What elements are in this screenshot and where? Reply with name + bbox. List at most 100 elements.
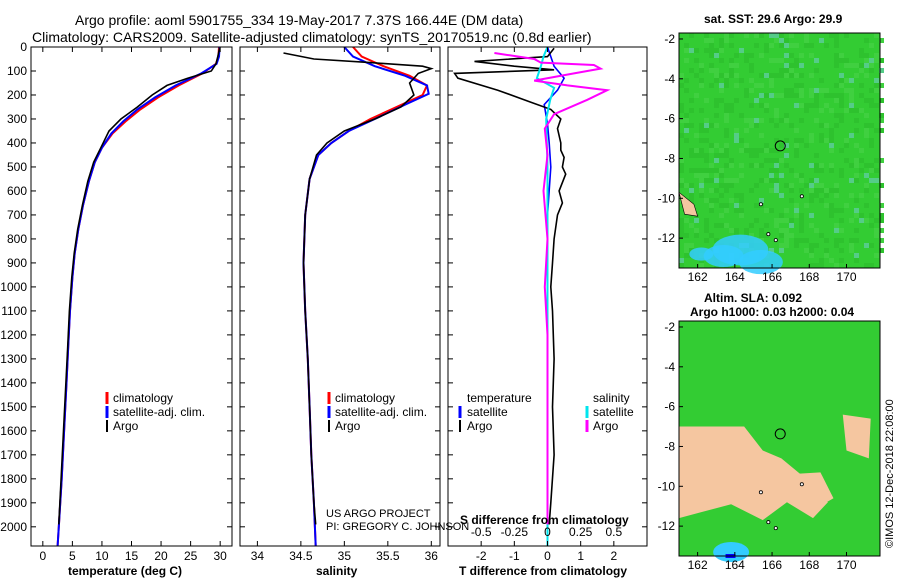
sst-cell <box>689 68 694 73</box>
x-tick-label: 34 <box>251 549 265 563</box>
lon-tick-label: 164 <box>725 270 745 284</box>
sst-cell <box>809 198 814 203</box>
sst-cell <box>774 38 779 43</box>
sst-cell <box>714 173 719 178</box>
sst-cell <box>714 178 719 183</box>
sst-cell <box>699 108 704 113</box>
sst-cell <box>679 178 684 183</box>
depth-tick-label: 2000 <box>0 520 27 534</box>
sst-cell <box>724 103 729 108</box>
sst-cell <box>809 213 814 218</box>
sst-cell <box>879 128 884 133</box>
sst-cell <box>679 83 684 88</box>
sst-cell <box>679 233 684 238</box>
sst-cell <box>759 93 764 98</box>
sst-cell <box>869 143 874 148</box>
sst-cell <box>744 143 749 148</box>
depth-tick-label: 800 <box>7 232 27 246</box>
positive-sla-region <box>786 472 834 513</box>
sst-cell <box>834 63 839 68</box>
sst-cell <box>869 123 874 128</box>
sst-cell <box>769 248 774 253</box>
sst-cell <box>804 238 809 243</box>
sst-cell <box>809 88 814 93</box>
sst-cell <box>709 68 714 73</box>
sst-cell <box>774 93 779 98</box>
depth-tick-label: 1400 <box>0 376 27 390</box>
difference-panel: -2 -1 0 1 2 -0.5 -0.25 0 0.25 0.5 S difference f… <box>447 46 648 578</box>
sst-cell <box>814 88 819 93</box>
lat-tick-label: -4 <box>664 360 675 374</box>
sst-cell <box>719 98 724 103</box>
sst-cell <box>779 68 784 73</box>
sst-cell <box>829 208 834 213</box>
lon-tick-label: 166 <box>762 558 782 572</box>
sst-cell <box>714 143 719 148</box>
sst-cell <box>849 243 854 248</box>
sst-cell <box>814 98 819 103</box>
sst-cell <box>854 128 859 133</box>
sst-cell <box>749 123 754 128</box>
sst-cell <box>839 53 844 58</box>
sst-cell <box>704 48 709 53</box>
sst-cell <box>874 58 879 63</box>
sst-cell <box>719 168 724 173</box>
sst-cell <box>699 168 704 173</box>
sst-cell <box>839 73 844 78</box>
sst-cell <box>834 43 839 48</box>
sst-cell <box>824 248 829 253</box>
sst-cell <box>709 38 714 43</box>
sst-cell <box>849 98 854 103</box>
sst-cell <box>809 43 814 48</box>
sst-cell <box>814 93 819 98</box>
sst-cell <box>839 93 844 98</box>
sst-cell <box>834 188 839 193</box>
sst-cell <box>704 228 709 233</box>
lat-tick-label: -8 <box>664 151 675 165</box>
sst-cell <box>749 233 754 238</box>
sst-cell <box>774 163 779 168</box>
x2-tick-label: 0.5 <box>605 525 622 539</box>
sst-cell <box>849 78 854 83</box>
sst-cell <box>704 198 709 203</box>
sst-cell <box>864 163 869 168</box>
legend-satellite-label: satellite-adj. clim. <box>335 405 427 419</box>
sst-cell <box>864 183 869 188</box>
x-tick-label: 25 <box>184 549 198 563</box>
sst-cell <box>699 83 704 88</box>
sst-cell <box>724 188 729 193</box>
sst-cell <box>824 203 829 208</box>
sst-cell <box>784 208 789 213</box>
sst-cell <box>769 93 774 98</box>
sst-cell <box>749 188 754 193</box>
sst-cell <box>869 138 874 143</box>
x-tick-label: 0 <box>39 549 46 563</box>
sst-cell <box>844 108 849 113</box>
sst-cell <box>679 103 684 108</box>
sst-cell <box>799 138 804 143</box>
sst-cell <box>804 43 809 48</box>
sst-cell <box>849 238 854 243</box>
sst-cell <box>749 118 754 123</box>
sst-cell <box>824 188 829 193</box>
legend-t-satellite-label: satellite <box>467 405 508 419</box>
sst-cell <box>764 93 769 98</box>
series-s-argo <box>494 52 611 525</box>
sst-cell <box>784 138 789 143</box>
salinity-panel: 34 34.5 35 35.5 36 salinity climatology sate… <box>239 46 469 578</box>
sst-cell <box>714 53 719 58</box>
sst-cell <box>879 203 884 208</box>
sst-cell <box>784 243 789 248</box>
sst-cell <box>699 68 704 73</box>
sst-cell <box>679 183 684 188</box>
sst-cell <box>854 108 859 113</box>
sst-cell <box>724 118 729 123</box>
sst-cell <box>864 123 869 128</box>
sst-cell <box>864 38 869 43</box>
sst-cell <box>844 158 849 163</box>
s-difference-xlabel: S difference from climatology <box>460 513 629 527</box>
sst-cell <box>754 118 759 123</box>
sst-cell <box>724 108 729 113</box>
sst-cell <box>689 148 694 153</box>
sst-cell <box>869 178 874 183</box>
